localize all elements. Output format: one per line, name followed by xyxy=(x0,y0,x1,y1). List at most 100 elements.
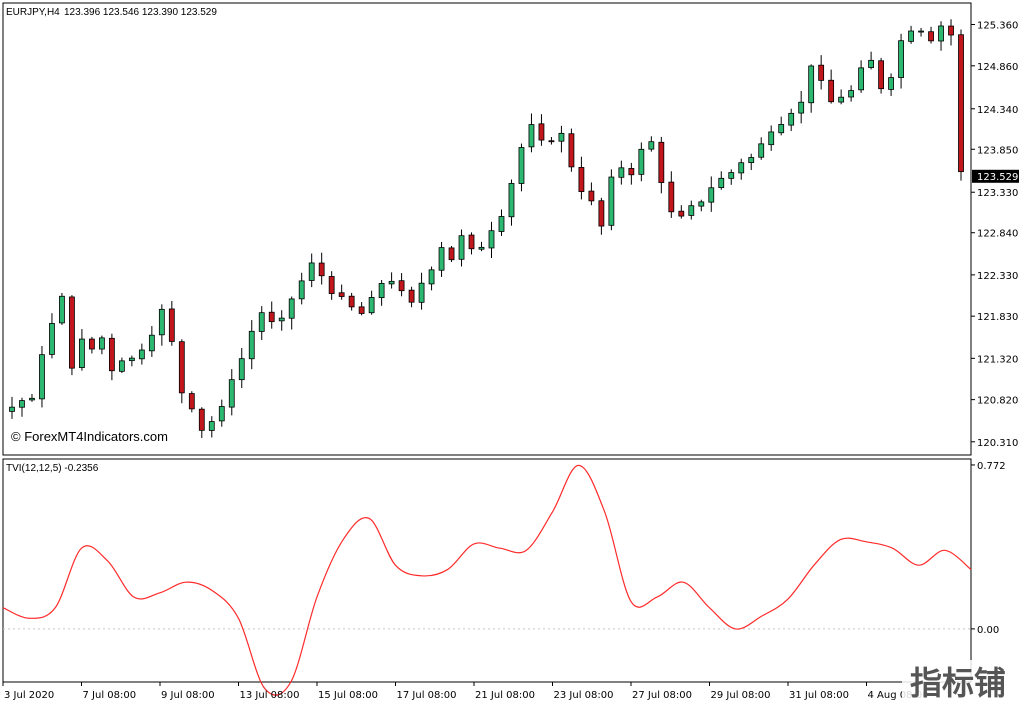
candle-body-bull xyxy=(808,65,815,104)
candle-body-bull xyxy=(148,334,155,352)
time-tick-label: 4 Aug 08:00 xyxy=(868,690,929,701)
candle xyxy=(738,158,745,180)
price-tick-label: 120.310 xyxy=(977,438,1018,449)
price-tick-label: 124.860 xyxy=(977,62,1018,73)
candle xyxy=(248,320,255,370)
candle xyxy=(488,221,495,259)
candle xyxy=(708,176,715,212)
candle-body-bull xyxy=(938,25,944,42)
candle-body-bull xyxy=(158,308,165,336)
candle-body-bull xyxy=(208,421,215,431)
price-tick-label: 123.850 xyxy=(977,145,1018,156)
candle xyxy=(568,128,575,172)
corner-logo-text: 指标铺 xyxy=(910,664,1006,702)
candle-body-bull xyxy=(898,40,904,78)
candle xyxy=(598,197,605,235)
candle-body-bull xyxy=(418,282,425,303)
candle xyxy=(718,171,725,190)
candle-body-bear xyxy=(678,210,685,217)
candle xyxy=(238,348,245,389)
price-tick-label: 125.360 xyxy=(977,20,1018,31)
candle xyxy=(278,310,285,331)
time-tick-label: 31 Jul 08:00 xyxy=(789,690,849,701)
candle xyxy=(658,136,665,194)
candle-body-bear xyxy=(448,247,455,261)
current-price-box xyxy=(972,169,1019,183)
price-tick-label: 123.330 xyxy=(977,188,1018,199)
candle xyxy=(428,266,435,291)
candle xyxy=(188,391,195,413)
candle xyxy=(328,271,335,300)
indicator-pane[interactable] xyxy=(2,458,972,683)
candle xyxy=(638,142,645,182)
candle-body-bull xyxy=(718,177,725,188)
candle-body-bull xyxy=(498,216,505,232)
candle-body-bear xyxy=(338,292,345,297)
time-tick-label: 21 Jul 08:00 xyxy=(475,690,535,701)
candle-body-bull xyxy=(428,269,435,285)
candle xyxy=(578,156,585,200)
candle xyxy=(908,25,914,44)
indicator-tick-label: 0.772 xyxy=(977,461,1006,472)
price-tick-label: 122.840 xyxy=(977,229,1018,240)
candle-body-bull xyxy=(868,59,875,68)
chart-header-symbol: EURJPY,H4 xyxy=(6,7,60,18)
candle xyxy=(118,357,125,373)
candle-body-bear xyxy=(658,141,665,183)
candle-body-bull xyxy=(698,201,705,207)
candle-body-bull xyxy=(368,297,375,314)
candle xyxy=(618,160,625,185)
price-tick-label: 121.830 xyxy=(977,312,1018,323)
candle-body-bull xyxy=(218,406,225,422)
candle-body-bull xyxy=(79,338,85,369)
time-tick-label: 3 Jul 2020 xyxy=(4,690,54,701)
candle-body-bear xyxy=(538,123,545,141)
candle xyxy=(438,241,445,277)
candle-body-bear xyxy=(818,64,825,81)
time-axis: 3 Jul 2020 7 Jul 08:00 9 Jul 08:00 13 Jul 0… xyxy=(2,682,929,701)
candle-body-bull xyxy=(788,112,795,126)
indicator-tick-label: 0.00 xyxy=(977,625,999,636)
candle-body-bull xyxy=(508,183,515,218)
candle xyxy=(958,29,964,181)
candle xyxy=(628,162,635,185)
candle xyxy=(788,108,795,132)
candle-body-bull xyxy=(458,235,465,260)
corner-logo-bg xyxy=(902,660,1014,702)
candle-body-bull xyxy=(908,30,914,42)
candle-body-bull xyxy=(438,247,445,271)
time-tick-label: 13 Jul 08:00 xyxy=(240,690,300,701)
candle-body-bull xyxy=(648,141,655,150)
candle-body-bull xyxy=(248,330,255,360)
candle-body-bull xyxy=(478,246,485,250)
candle-body-bull xyxy=(238,358,245,381)
candle-body-bear xyxy=(948,25,954,36)
candle-body-bull xyxy=(738,162,745,174)
candle xyxy=(178,339,185,404)
candle xyxy=(518,143,525,192)
candle-body-bear xyxy=(89,338,95,350)
candle-body-bull xyxy=(99,337,105,350)
candle-body-bear xyxy=(348,295,355,308)
candle xyxy=(338,284,345,300)
candle xyxy=(168,300,175,346)
candle-body-bull xyxy=(308,262,315,281)
price-pane[interactable] xyxy=(2,2,972,456)
candle xyxy=(19,397,25,417)
candle xyxy=(148,326,155,357)
candle-body-bear xyxy=(69,296,75,369)
candle xyxy=(198,407,205,438)
candle xyxy=(89,336,95,354)
current-price-label: 123.529 xyxy=(977,172,1018,183)
candle xyxy=(688,200,695,220)
candle xyxy=(838,89,845,105)
time-tick-label: 29 Jul 08:00 xyxy=(711,690,771,701)
candle xyxy=(228,369,235,416)
candle xyxy=(728,169,735,185)
candle-body-bull xyxy=(118,360,125,372)
candle-body-bear xyxy=(318,262,325,277)
candle xyxy=(308,253,315,288)
candle xyxy=(79,329,85,371)
candle xyxy=(9,396,15,419)
